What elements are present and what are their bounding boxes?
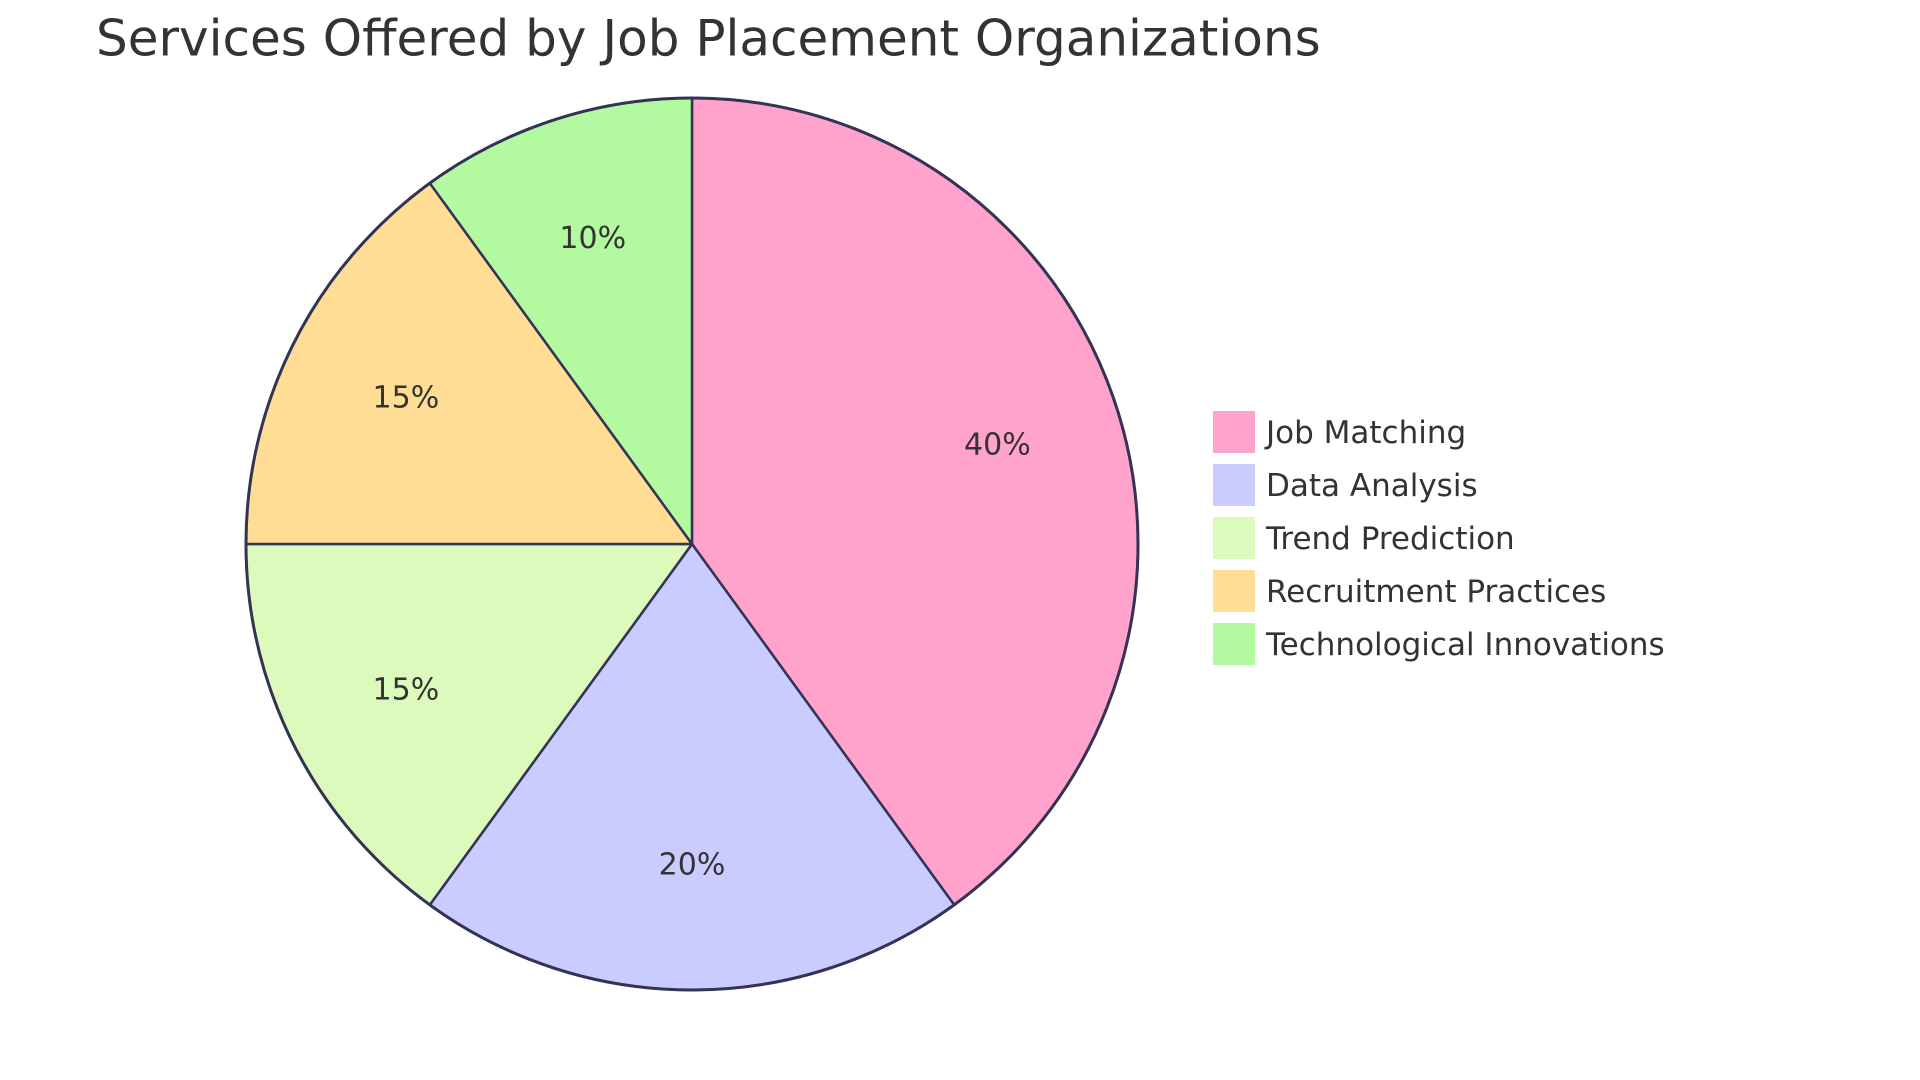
slice-percent-label: 10% (559, 221, 626, 256)
legend-swatch (1211, 568, 1257, 614)
legend-label: Technological Innovations (1265, 627, 1665, 663)
slice-percent-label: 15% (373, 381, 440, 416)
legend-label: Recruitment Practices (1266, 574, 1606, 610)
legend-label: Data Analysis (1266, 468, 1478, 504)
slice-percent-label: 20% (659, 848, 726, 883)
legend-item: Technological Innovations (1211, 621, 1665, 667)
pie-outline (244, 96, 1140, 992)
legend-swatch (1211, 409, 1257, 455)
chart-title: Services Offered by Job Placement Organi… (96, 10, 1321, 68)
legend-label: Job Matching (1264, 415, 1466, 451)
legend-item: Data Analysis (1211, 462, 1478, 508)
legend-swatch (1211, 515, 1257, 561)
legend-item: Job Matching (1211, 409, 1466, 455)
legend-label: Trend Prediction (1265, 521, 1515, 557)
slice-labels: 40% 20% 15% 15% 10% (373, 221, 1031, 883)
legend-swatch (1211, 621, 1257, 667)
legend-item: Trend Prediction (1211, 515, 1515, 561)
legend-swatch (1211, 462, 1257, 508)
slice-percent-label: 15% (373, 672, 440, 707)
legend-item: Recruitment Practices (1211, 568, 1606, 614)
slice-percent-label: 40% (964, 427, 1031, 462)
pie-slices (244, 96, 1140, 992)
legend: Job Matching Data Analysis Trend Predictio… (1211, 409, 1665, 667)
